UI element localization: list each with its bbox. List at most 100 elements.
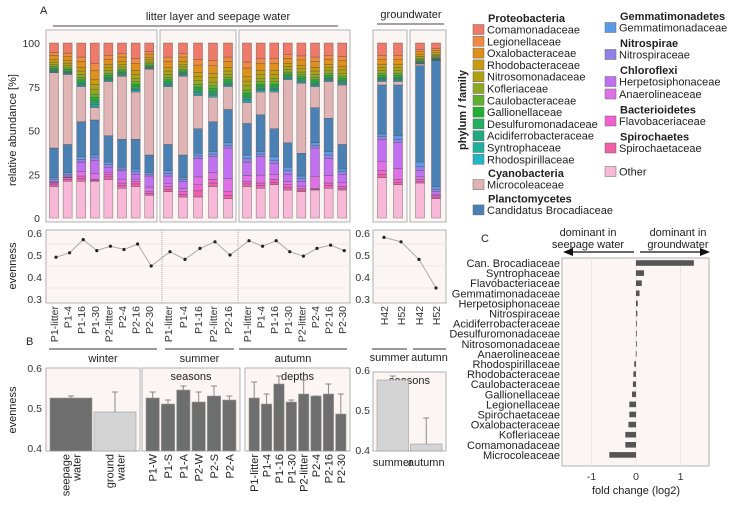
legend-label: Nitrosomonadaceae: [487, 72, 585, 84]
bar-segment-legionellaceae: [415, 49, 425, 53]
bar-segment-comamonadaceae: [296, 42, 307, 57]
bar-segment-nitrospiraceae: [49, 179, 59, 182]
bar: [191, 401, 206, 452]
bar-segment-candidatus-brocadiaceae: [296, 153, 307, 177]
bar-segment-nitrosomonadaceae: [90, 84, 100, 90]
bar-segment-candidatus-brocadiaceae: [193, 128, 203, 154]
legend-item: Other: [604, 166, 647, 179]
category-label: Legionellaceae: [486, 399, 560, 411]
bar-segment-nitrospiraceae: [255, 153, 266, 157]
bar-segment-herpetosiphonaceae: [415, 170, 425, 178]
bar-segment-caulobacteraceae: [242, 89, 252, 94]
bar-segment-nitrosomonadaceae: [208, 77, 218, 83]
bar-segment-desulfuromonadaceae: [193, 89, 203, 92]
bar: [93, 411, 137, 452]
bar-segment-comamonadaceae: [76, 42, 86, 58]
legend-swatch: [472, 95, 485, 106]
bar-segment-comamonadaceae: [49, 42, 59, 53]
stacked-bar: [296, 42, 307, 219]
bar-label: P1-4: [262, 454, 274, 477]
evenness-point: [81, 238, 85, 242]
category-label: Syntrophaceae: [486, 268, 560, 280]
stacked-bar: [76, 42, 86, 219]
legend-swatch: [472, 204, 485, 216]
bar-segment-microcoleaceae: [117, 76, 127, 140]
bar-segment-rhodobacteraceae: [163, 67, 173, 72]
bar-segment-rhodobacteraceae: [337, 66, 347, 71]
bar-label: P1-30: [286, 454, 298, 483]
category-label: Gemmatimonadaceae: [452, 288, 560, 300]
bar-segment-anaerolineaceae: [208, 172, 218, 180]
bar-label: ground: [105, 454, 117, 488]
bar-segment-rhodobacteraceae: [208, 73, 218, 78]
bar-segment-oxalobacteraceae: [242, 67, 252, 77]
y-tick-label: 0.4: [355, 445, 370, 457]
bar: [261, 403, 273, 452]
bar-segment-nitrospiraceae: [193, 155, 203, 159]
bar-segment-nitrosomonadaceae: [163, 70, 173, 75]
season-label: autumn: [275, 353, 312, 365]
bar-segment-flavobaceriaceae: [393, 179, 403, 183]
stacked-bar: [193, 42, 203, 219]
bar-segment-comamonadaceae: [163, 42, 173, 58]
bar-segment-nitrosomonadaceae: [117, 64, 127, 68]
bar-segment-caulobacteraceae: [323, 73, 334, 76]
bar-segment-flavobaceriaceae: [62, 177, 73, 180]
evenness-bar: [410, 417, 443, 452]
category-label: Rhodospirillaceae: [473, 359, 560, 371]
bar-segment-desulfuromonadaceae: [269, 86, 279, 89]
bar-segment-gallionellaceae: [90, 97, 100, 101]
bar-segment-flavobaceriaceae: [223, 191, 233, 196]
bar-segment-gemmatimonadaceae: [283, 167, 293, 171]
bar-segment-comamonadaceae: [415, 42, 425, 50]
bar-segment-syntrophaceae: [90, 104, 100, 107]
bar-segment-gemmatimonadaceae: [76, 156, 86, 160]
evenness-bar: [49, 395, 93, 452]
bar-segment-acidiferrobacteraceae: [90, 102, 100, 105]
bar-segment-nitrospiraceae: [223, 145, 233, 149]
sample-label: H42: [379, 306, 391, 325]
bar-segment-other: [323, 188, 334, 219]
category-label: Desulfuromonadaceae: [449, 329, 560, 341]
bar-label: summer: [373, 457, 413, 469]
sample-label: P1-4: [256, 306, 268, 328]
bar: [248, 397, 260, 452]
bar-segment-rhodobacteraceae: [76, 67, 86, 72]
legend-swatch: [604, 88, 617, 100]
legend-phylum-cyanobacteria: Cyanobacteria: [488, 168, 565, 180]
y-tick-label: 0.6: [355, 228, 370, 240]
stacked-bar: [130, 42, 141, 219]
legend-item: Rhodospirillaceae: [472, 154, 574, 166]
bar-segment-gemmatimonadaceae: [193, 153, 203, 157]
plot-background: [238, 29, 351, 223]
bar-segment-flavobaceriaceae: [242, 181, 252, 185]
bar-segment-spirochaetaceae: [431, 196, 441, 199]
legend-item: Kofleriaceae: [472, 83, 548, 96]
bar: [176, 389, 191, 452]
bar-segment-anaerolineaceae: [323, 175, 334, 184]
bar-segment-legionellaceae: [103, 55, 114, 60]
sample-label: P1-16: [193, 306, 205, 334]
bar-segment-kofleriaceae: [242, 85, 252, 91]
fold-change-bar: [636, 310, 638, 317]
bar-segment-other: [223, 198, 233, 219]
bar-segment-flavobaceriaceae: [323, 182, 334, 186]
bar-segment-herpetosiphonaceae: [144, 175, 154, 188]
category-label: Microcoleaceae: [483, 450, 560, 462]
bar-segment-other: [296, 191, 307, 219]
legend-swatch: [472, 24, 485, 35]
bar-segment-gemmatimonadaceae: [393, 135, 403, 140]
bar-segment-anaerolineaceae: [269, 174, 279, 180]
season-label: summer: [180, 353, 220, 365]
fold-change-bar: [636, 260, 694, 266]
bar-segment-herpetosiphonaceae: [337, 174, 347, 184]
fold-change-bar: [625, 442, 636, 448]
fold-change-bar: [636, 280, 642, 286]
bar-segment-gallionellaceae: [337, 78, 347, 81]
stacked-bar: [144, 42, 154, 219]
bar-segment-rhodobacteraceae: [269, 70, 279, 75]
bar-segment-nitrospiraceae: [393, 139, 403, 143]
y-tick-label: 0.4: [27, 272, 42, 284]
bar-segment-nitrosomonadaceae: [310, 70, 320, 75]
